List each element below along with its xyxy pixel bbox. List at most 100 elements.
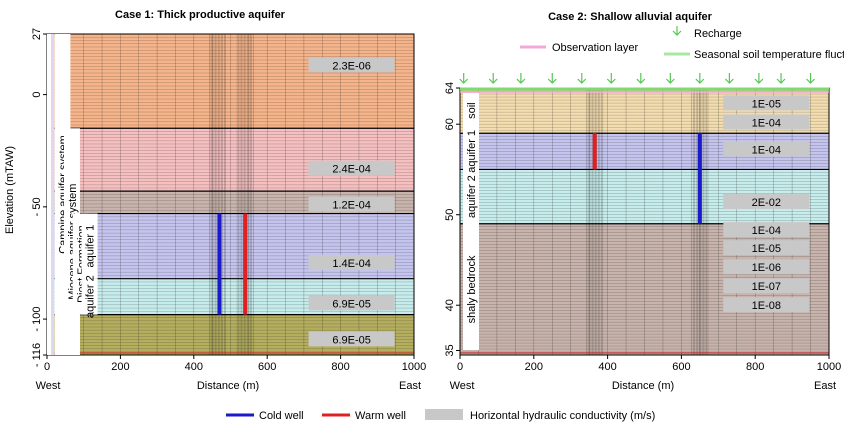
case1-title: Case 1: Thick productive aquifer [115, 9, 286, 21]
cold-well-legend-label: Cold well [259, 410, 304, 422]
case1-xlabel: Distance (m) [197, 380, 259, 392]
recharge-arrow [695, 73, 705, 84]
y-tick-label: 64 [444, 82, 456, 94]
recharge-arrow-head [776, 78, 786, 84]
recharge-arrow [776, 73, 786, 84]
x-tick-label: 1000 [817, 361, 841, 373]
y-tick-label: - 116 [31, 343, 43, 367]
k-label: 1E-08 [752, 300, 781, 312]
k-label: 1E-05 [752, 98, 781, 110]
recharge-arrow-head [754, 78, 764, 84]
k-label-box [723, 240, 810, 256]
case1-east-label: East [399, 380, 421, 392]
unit-label: aquifer 2 [466, 175, 478, 218]
recharge-arrow-head [695, 78, 705, 84]
y-tick-label: 27 [31, 28, 43, 40]
recharge-arrow [459, 73, 469, 84]
recharge-arrow [754, 73, 764, 84]
k-label-box [723, 141, 810, 157]
k-label-box [723, 95, 810, 111]
case1-ylabel: Elevation (mTAW) [4, 146, 16, 234]
k-label-box [723, 297, 810, 313]
recharge-arrow [806, 73, 815, 84]
case1-west-label: West [36, 380, 61, 392]
k-label-box [723, 222, 810, 238]
y-tick-label: - 100 [31, 307, 43, 332]
k-label-box [308, 57, 395, 73]
recharge-arrow [516, 73, 526, 84]
cold-well [697, 133, 702, 224]
recharge-arrow-head [606, 78, 616, 84]
k-label: 2.4E-04 [332, 164, 371, 176]
x-tick-label: 0 [457, 361, 463, 373]
x-tick-label: 600 [258, 361, 276, 373]
recharge-arrow-head [665, 78, 675, 84]
case2-east-label: East [814, 380, 836, 392]
warm-well [243, 213, 248, 315]
k-label: 1E-06 [752, 262, 781, 274]
x-tick-label: 600 [672, 361, 690, 373]
k-label-box [308, 160, 395, 176]
k-label-box [723, 259, 810, 275]
y-tick-label: 35 [444, 344, 456, 356]
x-tick-label: 400 [598, 361, 616, 373]
x-tick-label: 0 [44, 361, 50, 373]
warm-well-legend-label: Warm well [355, 410, 406, 422]
k-label: 1.4E-04 [332, 258, 371, 270]
formation-column [81, 278, 98, 315]
x-tick-label: 400 [185, 361, 203, 373]
k-label-box [308, 196, 395, 212]
case2-xlabel: Distance (m) [612, 380, 674, 392]
k-label-box [308, 295, 395, 311]
x-tick-label: 800 [331, 361, 349, 373]
unit-label: aquifer 1 [466, 130, 478, 173]
recharge-legend-icon [672, 26, 682, 36]
recharge-legend-label: Recharge [694, 28, 742, 40]
recharge-arrow [488, 73, 498, 84]
k-legend-label: Horizontal hydraulic conductivity (m/s) [470, 410, 655, 422]
k-label: 1E-04 [752, 117, 781, 129]
left-strip [47, 34, 51, 355]
x-tick-label: 1000 [402, 361, 426, 373]
formation-column [81, 213, 98, 279]
left-edge-strip [51, 34, 54, 355]
y-tick-label: 40 [444, 299, 456, 311]
k-label-box [723, 194, 810, 210]
k-label-box [723, 278, 810, 294]
k-label-box [723, 114, 810, 130]
recharge-arrow-head [488, 78, 498, 84]
observation-legend-label: Observation layer [552, 42, 639, 54]
y-tick-label: - 50 [31, 197, 43, 216]
x-tick-label: 200 [111, 361, 129, 373]
k-label: 1E-04 [752, 225, 781, 237]
recharge-arrow [547, 73, 557, 84]
recharge-arrow [724, 73, 734, 84]
recharge-arrow-head [577, 78, 587, 84]
k-label-box [308, 331, 395, 347]
seasonal-legend-label: Seasonal soil temperature fluctuations [694, 49, 844, 61]
k-label: 1.2E-04 [332, 200, 371, 212]
warm-well [592, 133, 597, 170]
recharge-arrow-head [806, 78, 815, 84]
y-tick-label: 50 [444, 209, 456, 221]
recharge-arrow-head [516, 78, 526, 84]
unit-label: soil [466, 102, 478, 119]
k-legend-swatch [425, 409, 463, 420]
formation-label: aquifer 2 [85, 275, 97, 318]
recharge-arrow-head [724, 78, 734, 84]
k-label-box [308, 254, 395, 270]
case2-west-label: West [450, 380, 475, 392]
k-label: 2E-02 [752, 197, 781, 209]
k-label: 1E-05 [752, 243, 781, 255]
recharge-arrow-head [636, 78, 646, 84]
k-label: 6.9E-05 [332, 334, 371, 346]
unit-label: shaly bedrock [466, 255, 478, 323]
k-label: 2.3E-06 [332, 60, 371, 72]
bottom-legend: Cold well Warm well Horizontal hydraulic… [226, 409, 655, 422]
recharge-arrow [606, 73, 616, 84]
k-label: 1E-04 [752, 145, 781, 157]
x-tick-label: 200 [525, 361, 543, 373]
recharge-arrow [577, 73, 587, 84]
